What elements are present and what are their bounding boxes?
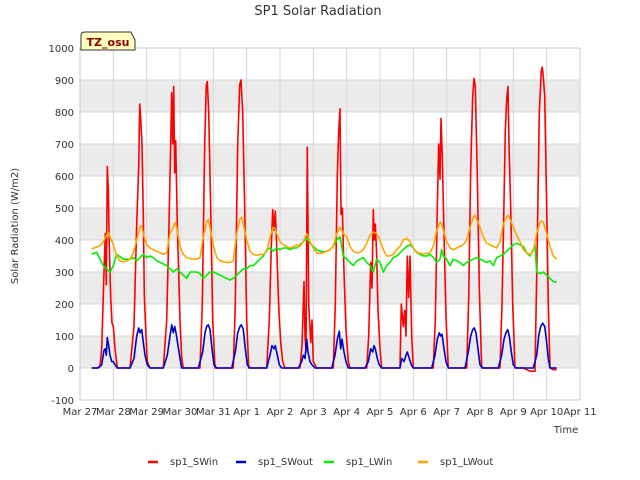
y-tick-label: 500 bbox=[55, 204, 74, 215]
y-axis-ticks: -100 0 100 200 300 400 500 600 700 800 900 1000 bbox=[49, 44, 74, 407]
plot-band bbox=[80, 208, 580, 240]
plot-band bbox=[80, 80, 580, 112]
y-tick-label: 800 bbox=[55, 108, 74, 119]
x-tick-label: Apr 1 bbox=[233, 407, 260, 418]
x-tick-label: Mar 29 bbox=[129, 407, 164, 418]
x-tick-label: Mar 30 bbox=[163, 407, 198, 418]
x-tick-label: Mar 27 bbox=[63, 407, 98, 418]
chart-title: SP1 Solar Radiation bbox=[254, 4, 381, 19]
series-line-sp1_LWout bbox=[91, 214, 558, 264]
y-tick-label: 100 bbox=[55, 332, 74, 343]
y-tick-label: 200 bbox=[55, 300, 74, 311]
x-tick-label: Apr 6 bbox=[400, 407, 427, 418]
x-tick-label: Apr 7 bbox=[433, 407, 460, 418]
legend-label-sp1_SWin: sp1_SWin bbox=[170, 457, 218, 468]
legend-label-sp1_LWout: sp1_LWout bbox=[440, 457, 493, 468]
series-line-sp1_SWout bbox=[91, 322, 557, 369]
x-tick-label: Apr 4 bbox=[333, 407, 360, 418]
legend-label-sp1_SWout: sp1_SWout bbox=[258, 457, 313, 468]
plot-background-bands bbox=[80, 80, 580, 368]
x-tick-label: Mar 28 bbox=[96, 407, 131, 418]
x-tick-label: Apr 5 bbox=[367, 407, 394, 418]
y-tick-label: 600 bbox=[55, 172, 74, 183]
plot-band bbox=[80, 336, 580, 368]
y-tick-label: 900 bbox=[55, 76, 74, 87]
x-tick-label: Apr 9 bbox=[500, 407, 527, 418]
y-axis-label: Solar Radiation (W/m2) bbox=[10, 168, 21, 284]
plot-frame bbox=[79, 47, 581, 401]
y-tick-label: 0 bbox=[68, 364, 74, 375]
series-lines bbox=[91, 66, 558, 372]
x-tick-label: Mar 31 bbox=[196, 407, 231, 418]
timezone-badge-label: TZ_osu bbox=[87, 36, 130, 49]
timezone-badge: TZ_osu bbox=[80, 31, 136, 51]
legend-label-sp1_LWin: sp1_LWin bbox=[346, 457, 392, 468]
plot-band bbox=[80, 272, 580, 304]
x-tick-label: Apr 3 bbox=[300, 407, 327, 418]
y-tick-label: 1000 bbox=[49, 44, 74, 55]
y-tick-label: 400 bbox=[55, 236, 74, 247]
x-tick-label: Apr 11 bbox=[563, 407, 596, 418]
y-tick-label: 300 bbox=[55, 268, 74, 279]
legend: sp1_SWin sp1_SWout sp1_LWin sp1_LWout bbox=[148, 457, 493, 468]
y-tick-label: -100 bbox=[51, 396, 74, 407]
plot-band bbox=[80, 144, 580, 176]
x-tick-label: Apr 2 bbox=[267, 407, 294, 418]
x-tick-label: Apr 10 bbox=[530, 407, 563, 418]
y-tick-label: 700 bbox=[55, 140, 74, 151]
x-tick-label: Apr 8 bbox=[467, 407, 494, 418]
x-axis-label: Time bbox=[553, 425, 578, 436]
